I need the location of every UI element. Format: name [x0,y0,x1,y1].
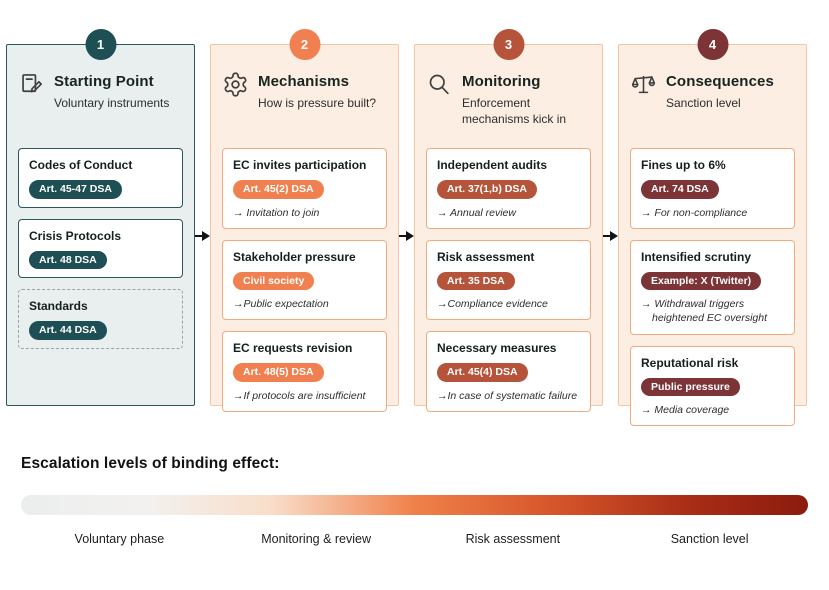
stage-connector [195,44,210,406]
stage-cards: EC invites participation Art. 45(2) DSA … [222,148,387,413]
article-badge: Example: X (Twitter) [641,271,762,291]
escalation-legend: Escalation levels of binding effect: Vol… [21,455,808,546]
card-ec-requests-revision: EC requests revision Art. 48(5) DSA →If … [222,331,387,413]
card-note: →If protocols are insufficient [233,389,366,402]
stage-title: Starting Point [54,73,154,90]
stage-number-badge: 2 [289,29,320,60]
stage-number-badge: 4 [697,29,728,60]
article-badge: Civil society [233,271,315,291]
legend-label-monitoring-review: Monitoring & review [261,532,371,546]
escalation-gradient-bar [21,495,808,515]
stage-title: Monitoring [462,73,541,90]
magnifier-icon [426,71,453,98]
stage-column-consequences: 4 Consequences Sanction level F [618,29,807,427]
card-stakeholder-pressure: Stakeholder pressure Civil society →Publ… [222,239,387,321]
card-title: Stakeholder pressure [233,249,356,264]
card-risk-assessment: Risk assessment Art. 35 DSA →Compliance … [426,239,591,321]
card-necessary-measures: Necessary measures Art. 45(4) DSA →In ca… [426,331,591,413]
arrow-right-icon [399,231,414,241]
article-badge: Public pressure [641,377,740,397]
stage-number-badge: 3 [493,29,524,60]
card-intensified-scrutiny: Intensified scrutiny Example: X (Twitter… [630,239,795,335]
legend-label-voluntary-phase: Voluntary phase [74,532,165,546]
card-title: Independent audits [437,158,548,172]
escalation-flow: 1 Starting Point Voluntary instruments C… [6,29,823,427]
article-badge: Art. 45-47 DSA [29,180,122,199]
legend-label-sanction-level: Sanction level [670,532,749,546]
card-title: Necessary measures [437,341,557,356]
stage-column-monitoring: 3 Monitoring Enforcement mechanisms kick… [414,29,603,413]
card-title: Codes of Conduct [29,158,133,172]
stage-column-mechanisms: 2 Mechanisms How is pressure built? EC i… [210,29,399,413]
arrow-right-icon [195,231,210,241]
stage-connector [399,44,414,406]
card-note: → Invitation to join [233,206,320,219]
card-title: Intensified scrutiny [641,249,752,264]
stage-subtitle: How is pressure built? [258,96,377,110]
stage-header: Monitoring Enforcement mechanisms kick i… [426,61,591,148]
card-note: → For non-compliance [641,206,748,219]
legend-label-risk-assessment: Risk assessment [465,532,561,546]
legend-labels: Voluntary phase Monitoring & review Risk… [21,532,808,546]
card-title: EC requests revision [233,341,353,356]
stage-cards: Independent audits Art. 37(1,b) DSA → An… [426,148,591,413]
stage-header: Mechanisms How is pressure built? [222,61,387,148]
article-badge: Art. 48(5) DSA [233,363,324,382]
stage-title: Mechanisms [258,73,350,90]
article-badge: Art. 45(2) DSA [233,180,324,199]
stage-header: Starting Point Voluntary instruments [18,61,183,148]
card-codes-of-conduct: Codes of Conduct Art. 45-47 DSA [18,148,183,208]
article-badge: Art. 44 DSA [29,321,107,340]
article-badge: Art. 48 DSA [29,250,107,269]
card-title: Risk assessment [437,249,535,264]
article-badge: Art. 74 DSA [641,180,719,199]
article-badge: Art. 45(4) DSA [437,363,528,382]
card-title: Standards [29,299,88,313]
card-note: →Compliance evidence [437,298,548,311]
stage-subtitle: Enforcement mechanisms kick in [462,96,567,127]
card-title: Reputational risk [641,355,739,370]
article-badge: Art. 37(1,b) DSA [437,180,537,199]
stage-header: Consequences Sanction level [630,61,795,148]
stage-cards: Fines up to 6% Art. 74 DSA → For non-com… [630,148,795,427]
card-note: →Public expectation [233,298,329,311]
card-title: Fines up to 6% [641,158,726,172]
stage-cards: Codes of Conduct Art. 45-47 DSA Crisis P… [18,148,183,349]
card-ec-invites-participation: EC invites participation Art. 45(2) DSA … [222,148,387,229]
card-title: EC invites participation [233,158,367,172]
card-title: Crisis Protocols [29,228,122,243]
arrow-right-icon [603,231,618,241]
stage-title: Consequences [666,73,774,90]
stage-connector [603,44,618,406]
card-note: → Annual review [437,206,516,219]
legend-title: Escalation levels of binding effect: [21,455,280,472]
stage-subtitle: Voluntary instruments [54,96,170,110]
stage-column-starting-point: 1 Starting Point Voluntary instruments C… [6,29,195,406]
card-crisis-protocols: Crisis Protocols Art. 48 DSA [18,218,183,278]
scales-icon [630,71,657,98]
stage-subtitle: Sanction level [666,96,741,110]
contract-icon [18,71,45,98]
card-independent-audits: Independent audits Art. 37(1,b) DSA → An… [426,148,591,229]
gear-icon [222,71,249,98]
card-fines: Fines up to 6% Art. 74 DSA → For non-com… [630,148,795,229]
card-standards: Standards Art. 44 DSA [18,289,183,349]
article-badge: Art. 35 DSA [437,271,515,291]
card-note: → Withdrawal triggers heightened EC over… [641,298,767,325]
stage-number-badge: 1 [85,29,116,60]
card-note: → Media coverage [641,404,730,417]
card-note: →In case of systematic failure [437,389,578,402]
card-reputational-risk: Reputational risk Public pressure → Medi… [630,345,795,427]
